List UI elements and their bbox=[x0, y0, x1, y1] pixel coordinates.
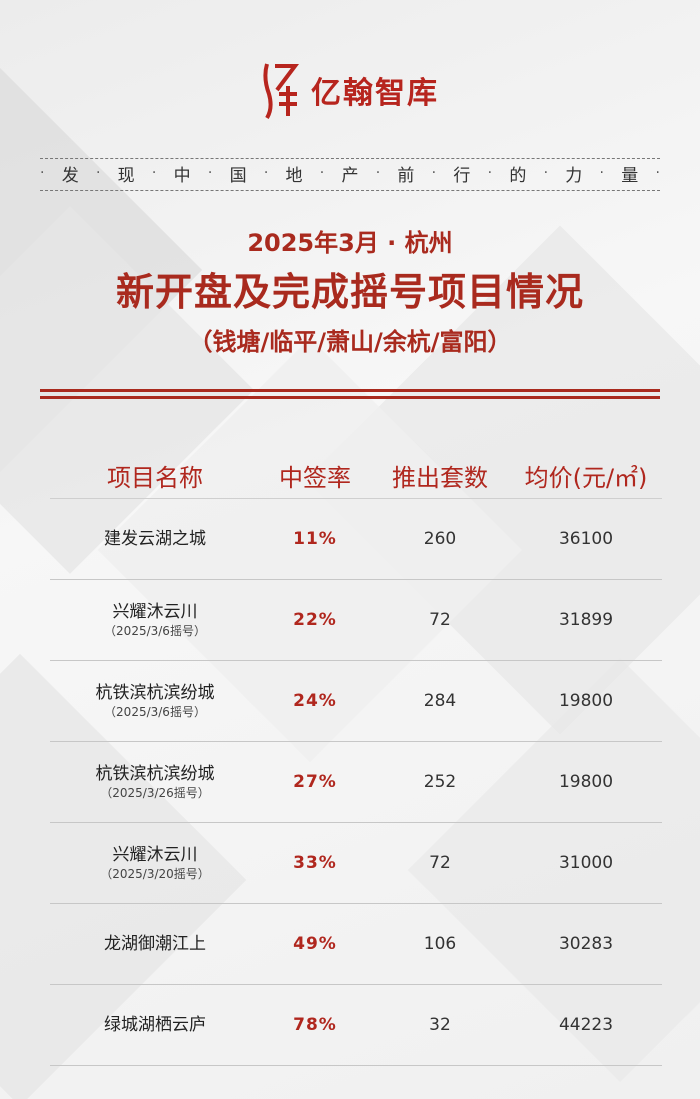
project-name: 兴耀沐云川 bbox=[112, 845, 198, 865]
units-count: 260 bbox=[423, 529, 457, 549]
project-cell: 兴耀沐云川 （2025/3/20摇号） bbox=[50, 844, 260, 882]
tagline-char: 行 bbox=[453, 165, 471, 186]
tagline-char: 发 bbox=[61, 165, 79, 186]
tagline-bottom-rule bbox=[40, 190, 660, 191]
project-name: 杭铁滨杭滨纷城 bbox=[95, 683, 215, 703]
lottery-date: （2025/3/20摇号） bbox=[100, 867, 210, 881]
table-row: 兴耀沐云川 （2025/3/6摇号） 22% 72 31899 bbox=[50, 580, 662, 661]
header-project-name: 项目名称 bbox=[107, 463, 203, 492]
tagline-char: 中 bbox=[173, 165, 191, 186]
project-name: 绿城湖栖云庐 bbox=[104, 1015, 206, 1035]
brand-logo: 亿翰智库 bbox=[0, 60, 700, 120]
table-row: 建发云湖之城 11% 260 36100 bbox=[50, 499, 662, 580]
tagline-char: 的 bbox=[509, 165, 527, 186]
tagline-char: 前 bbox=[397, 165, 415, 186]
table-row: 杭铁滨杭滨纷城 （2025/3/26摇号） 27% 252 19800 bbox=[50, 742, 662, 823]
header-win-rate: 中签率 bbox=[279, 463, 351, 492]
brand-name: 亿翰智库 bbox=[311, 76, 439, 111]
header-avg-price: 均价(元/㎡) bbox=[524, 463, 648, 492]
win-rate: 33% bbox=[293, 853, 337, 873]
units-count: 284 bbox=[423, 691, 457, 711]
units-count: 252 bbox=[423, 772, 457, 792]
table-row: 绿城湖栖云庐 78% 32 44223 bbox=[50, 985, 662, 1066]
project-cell: 龙湖御潮江上 bbox=[50, 933, 260, 955]
tagline-char: 产 bbox=[341, 165, 359, 186]
brand-logo-icon bbox=[263, 63, 299, 120]
units-count: 32 bbox=[429, 1015, 451, 1035]
page-title: 新开盘及完成摇号项目情况 bbox=[115, 270, 584, 314]
title-date-city: 2025年3月 · 杭州 bbox=[247, 229, 453, 257]
win-rate: 11% bbox=[293, 529, 337, 549]
title-block: 2025年3月 · 杭州 新开盘及完成摇号项目情况 （钱塘/临平/萧山/余杭/富… bbox=[0, 226, 700, 360]
tagline-dot: · bbox=[375, 165, 381, 181]
tagline-dot: · bbox=[151, 165, 157, 181]
lottery-date: （2025/3/6摇号） bbox=[104, 705, 206, 719]
title-rule-top bbox=[40, 389, 660, 392]
project-cell: 杭铁滨杭滨纷城 （2025/3/6摇号） bbox=[50, 682, 260, 720]
win-rate: 22% bbox=[293, 610, 337, 630]
project-cell: 杭铁滨杭滨纷城 （2025/3/26摇号） bbox=[50, 763, 260, 801]
win-rate: 49% bbox=[293, 934, 337, 954]
tagline-char: 地 bbox=[285, 165, 303, 186]
avg-price: 19800 bbox=[558, 772, 614, 792]
tagline-char: 国 bbox=[229, 165, 247, 186]
tagline-dot: · bbox=[40, 165, 45, 181]
title-districts: （钱塘/临平/萧山/余杭/富阳） bbox=[188, 328, 512, 356]
tagline-dot: · bbox=[263, 165, 269, 181]
tagline-dot: · bbox=[319, 165, 325, 181]
project-name: 龙湖御潮江上 bbox=[104, 934, 206, 954]
win-rate: 78% bbox=[293, 1015, 337, 1035]
project-name: 兴耀沐云川 bbox=[112, 602, 198, 622]
lottery-date: （2025/3/26摇号） bbox=[100, 786, 210, 800]
tagline-dot: · bbox=[207, 165, 213, 181]
avg-price: 19800 bbox=[558, 691, 614, 711]
project-name: 建发云湖之城 bbox=[104, 529, 206, 549]
project-name: 杭铁滨杭滨纷城 bbox=[95, 764, 215, 784]
lottery-date: （2025/3/6摇号） bbox=[104, 624, 206, 638]
tagline-char: 量 bbox=[621, 165, 639, 186]
avg-price: 36100 bbox=[558, 529, 614, 549]
tagline-char: 现 bbox=[117, 165, 135, 186]
tagline-top-rule bbox=[40, 158, 660, 159]
tagline-dot: · bbox=[543, 165, 549, 181]
project-cell: 建发云湖之城 bbox=[50, 528, 260, 550]
tagline-dot: · bbox=[655, 165, 660, 181]
header-units: 推出套数 bbox=[392, 463, 488, 492]
lottery-table: 项目名称 中签率 推出套数 均价(元/㎡) 建发云湖之城 11% 260 36100 兴… bbox=[50, 452, 662, 1066]
tagline-dot: · bbox=[431, 165, 437, 181]
tagline-dot: · bbox=[599, 165, 604, 181]
title-rule-bottom bbox=[40, 396, 660, 399]
table-header: 项目名称 中签率 推出套数 均价(元/㎡) bbox=[50, 452, 662, 499]
avg-price: 31000 bbox=[558, 853, 614, 873]
units-count: 72 bbox=[429, 853, 451, 873]
project-cell: 兴耀沐云川 （2025/3/6摇号） bbox=[50, 601, 260, 639]
units-count: 72 bbox=[429, 610, 451, 630]
units-count: 106 bbox=[423, 934, 457, 954]
tagline: · 发 · 现 · 中 · 国 · 地 · 产 · 前 · 行 · 的 · 力 · 量 · bbox=[40, 160, 660, 186]
table-row: 兴耀沐云川 （2025/3/20摇号） 33% 72 31000 bbox=[50, 823, 662, 904]
project-cell: 绿城湖栖云庐 bbox=[50, 1014, 260, 1036]
table-body: 建发云湖之城 11% 260 36100 兴耀沐云川 （2025/3/6摇号） 22% 72 3… bbox=[50, 499, 662, 1066]
tagline-dot: · bbox=[487, 165, 493, 181]
table-row: 龙湖御潮江上 49% 106 30283 bbox=[50, 904, 662, 985]
win-rate: 24% bbox=[293, 691, 337, 711]
tagline-dot: · bbox=[95, 165, 101, 181]
avg-price: 30283 bbox=[558, 934, 614, 954]
avg-price: 44223 bbox=[558, 1015, 614, 1035]
win-rate: 27% bbox=[293, 772, 337, 792]
tagline-char: 力 bbox=[565, 165, 583, 186]
table-row: 杭铁滨杭滨纷城 （2025/3/6摇号） 24% 284 19800 bbox=[50, 661, 662, 742]
avg-price: 31899 bbox=[558, 610, 614, 630]
